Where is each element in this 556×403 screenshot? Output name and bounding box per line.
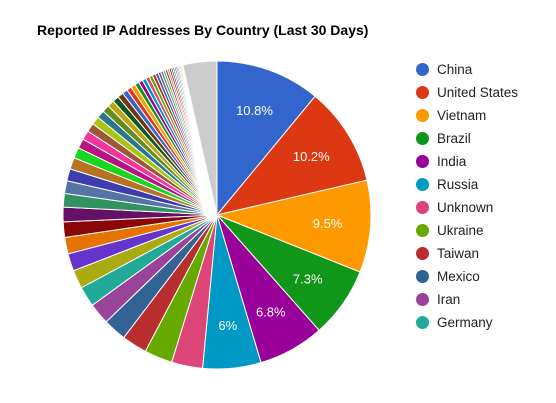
legend-label: China — [437, 62, 473, 77]
legend-swatch — [416, 247, 429, 260]
legend-item-russia[interactable]: Russia — [416, 173, 518, 196]
slice-label: 10.2% — [293, 149, 330, 164]
legend-swatch — [416, 316, 429, 329]
pie-slice-57[interactable] — [182, 60, 218, 216]
legend-label: India — [437, 154, 467, 169]
legend-item-vietnam[interactable]: Vietnam — [416, 104, 518, 127]
legend-label: Unknown — [437, 200, 494, 215]
legend-swatch — [416, 63, 429, 76]
legend-label: Iran — [437, 292, 461, 307]
slice-label: 7.3% — [293, 271, 323, 286]
legend-swatch — [416, 86, 429, 99]
legend-item-germany[interactable]: Germany — [416, 311, 518, 334]
legend-swatch — [416, 109, 429, 122]
legend-swatch — [416, 224, 429, 237]
legend-swatch — [416, 132, 429, 145]
legend-label: Brazil — [437, 131, 471, 146]
legend-item-mexico[interactable]: Mexico — [416, 265, 518, 288]
legend-label: Russia — [437, 177, 479, 192]
legend-swatch — [416, 201, 429, 214]
legend-item-india[interactable]: India — [416, 150, 518, 173]
legend-label: Ukraine — [437, 223, 484, 238]
legend-label: United States — [437, 85, 519, 100]
legend-swatch — [416, 178, 429, 191]
legend-label: Mexico — [437, 269, 480, 284]
slice-label: 9.5% — [313, 216, 343, 231]
slice-label: 10.8% — [236, 103, 273, 118]
pie-slice-vietnam[interactable] — [215, 179, 372, 273]
legend-item-unknown[interactable]: Unknown — [416, 196, 518, 219]
pie-slices — [62, 60, 372, 370]
legend-item-china[interactable]: China — [416, 58, 518, 81]
legend-swatch — [416, 270, 429, 283]
legend-item-taiwan[interactable]: Taiwan — [416, 242, 518, 265]
legend-label: Germany — [437, 315, 493, 330]
legend-item-brazil[interactable]: Brazil — [416, 127, 518, 150]
pie-slice-labels: 10.8% 10.2% 9.5% 7.3% 6.8% 6% — [218, 103, 342, 333]
legend-label: Taiwan — [437, 246, 480, 261]
chart-title: Reported IP Addresses By Country (Last 3… — [37, 22, 369, 38]
slice-label: 6.8% — [256, 304, 286, 319]
legend: China United States Vietnam Brazil India Russ… — [416, 58, 518, 334]
legend-swatch — [416, 155, 429, 168]
legend-item-ukraine[interactable]: Ukraine — [416, 219, 518, 242]
legend-item-united-states[interactable]: United States — [416, 81, 518, 104]
legend-item-iran[interactable]: Iran — [416, 288, 518, 311]
legend-swatch — [416, 293, 429, 306]
pie-slice-china[interactable] — [216, 60, 316, 217]
slice-label: 6% — [218, 318, 237, 333]
legend-label: Vietnam — [437, 108, 487, 123]
pie-slice-united-states[interactable] — [215, 95, 368, 216]
